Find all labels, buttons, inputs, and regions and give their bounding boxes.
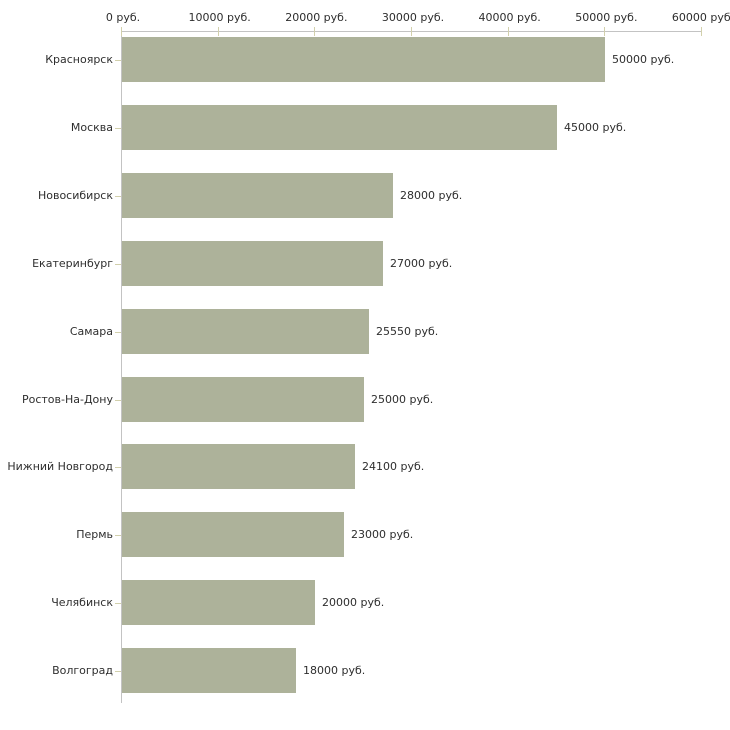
value-label: 25550 руб. (376, 324, 439, 338)
value-label: 25000 руб. (371, 392, 434, 406)
y-tick-mark (115, 603, 121, 604)
bar-4 (122, 309, 369, 354)
bar-7 (122, 512, 344, 557)
category-label: Челябинск (51, 595, 113, 609)
category-label: Красноярск (45, 52, 113, 66)
y-tick-mark (115, 332, 121, 333)
category-label: Екатеринбург (32, 256, 113, 270)
bar-2 (122, 173, 393, 218)
value-label: 20000 руб. (322, 595, 385, 609)
x-tick-mark (121, 27, 122, 36)
value-label: 28000 руб. (400, 188, 463, 202)
bar-0 (122, 37, 605, 82)
value-label: 45000 руб. (564, 120, 627, 134)
y-tick-mark (115, 128, 121, 129)
y-tick-mark (115, 196, 121, 197)
category-label: Нижний Новгород (7, 459, 113, 473)
x-tick-label: 60000 руб. (671, 11, 730, 24)
bar-9 (122, 648, 296, 693)
x-tick-mark (411, 27, 412, 36)
x-tick-label: 10000 руб. (188, 11, 251, 24)
y-tick-mark (115, 264, 121, 265)
value-label: 50000 руб. (612, 52, 675, 66)
x-tick-mark (314, 27, 316, 36)
x-tick-mark (604, 27, 606, 36)
x-tick-label: 20000 руб. (285, 11, 348, 24)
x-tick-mark (217, 27, 219, 36)
bar-6 (122, 444, 355, 489)
category-label: Пермь (76, 527, 113, 541)
category-label: Волгоград (52, 663, 113, 677)
value-label: 27000 руб. (390, 256, 453, 270)
x-tick-label: 0 руб. (105, 11, 141, 24)
y-axis-line (121, 31, 122, 703)
bar-8 (122, 580, 315, 625)
bar-3 (122, 241, 383, 286)
category-label: Новосибирск (37, 188, 113, 202)
category-label: Ростов-На-Дону (21, 392, 113, 406)
y-tick-mark (115, 467, 121, 468)
category-label: Москва (70, 120, 113, 134)
y-tick-mark (115, 60, 121, 61)
x-tick-label: 50000 руб. (575, 11, 638, 24)
y-tick-mark (115, 671, 121, 672)
bar-5 (122, 377, 364, 422)
category-label: Самара (69, 324, 113, 338)
x-tick-label: 40000 руб. (478, 11, 541, 24)
value-label: 24100 руб. (362, 459, 425, 473)
y-tick-mark (115, 400, 121, 401)
x-tick-mark (701, 27, 702, 36)
bar-1 (122, 105, 557, 150)
value-label: 18000 руб. (303, 663, 366, 677)
y-tick-mark (115, 535, 121, 536)
x-tick-label: 30000 руб. (381, 11, 445, 24)
x-tick-mark (507, 27, 509, 36)
value-label: 23000 руб. (351, 527, 414, 541)
